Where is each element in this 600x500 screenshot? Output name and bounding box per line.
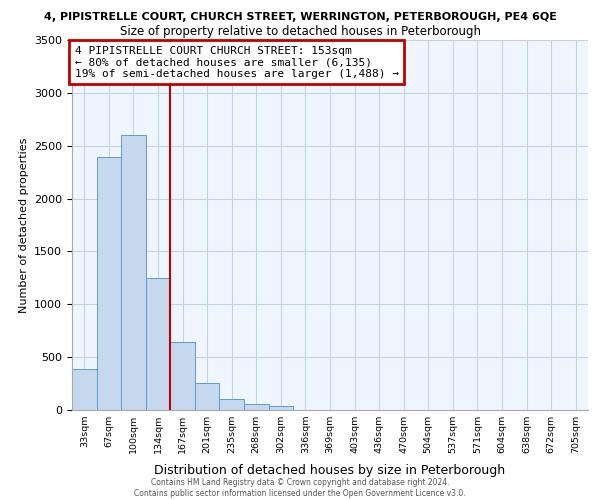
Bar: [220, 399, 244, 410]
Bar: [244, 404, 269, 410]
X-axis label: Distribution of detached houses by size in Peterborough: Distribution of detached houses by size …: [154, 464, 506, 477]
Bar: [97, 158, 121, 410]
Bar: [195, 383, 220, 410]
Text: Contains HM Land Registry data © Crown copyright and database right 2024.
Contai: Contains HM Land Registry data © Crown c…: [134, 478, 466, 498]
Text: Size of property relative to detached houses in Peterborough: Size of property relative to detached ho…: [119, 25, 481, 38]
Bar: [146, 278, 170, 410]
Y-axis label: Number of detached properties: Number of detached properties: [19, 138, 29, 312]
Bar: [72, 369, 97, 410]
Text: 4, PIPISTRELLE COURT, CHURCH STREET, WERRINGTON, PETERBOROUGH, PE4 6QE: 4, PIPISTRELLE COURT, CHURCH STREET, WER…: [44, 12, 556, 22]
Bar: [121, 135, 146, 410]
Bar: [170, 342, 195, 410]
Bar: [269, 406, 293, 410]
Text: 4 PIPISTRELLE COURT CHURCH STREET: 153sqm
← 80% of detached houses are smaller (: 4 PIPISTRELLE COURT CHURCH STREET: 153sq…: [74, 46, 398, 79]
